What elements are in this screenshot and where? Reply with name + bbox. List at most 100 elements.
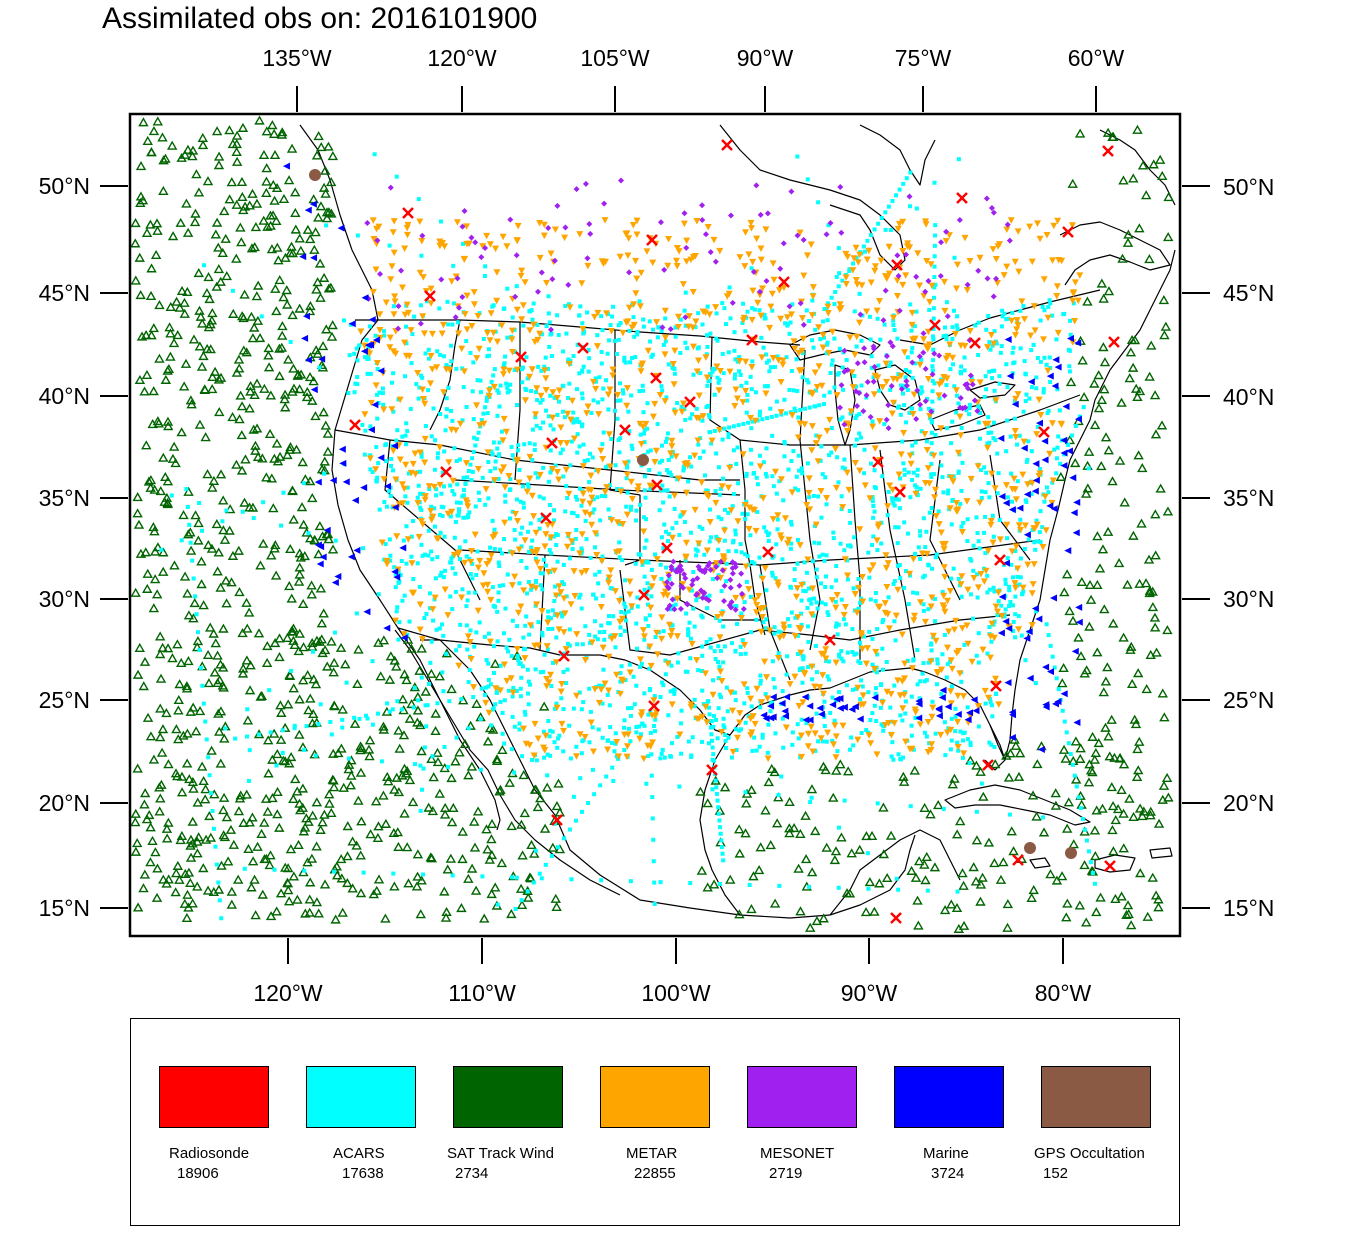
acars-marker	[429, 434, 434, 439]
sat-track-wind-marker	[719, 782, 731, 792]
acars-marker	[523, 623, 528, 628]
sat-track-wind-marker	[294, 384, 305, 394]
acars-marker	[418, 303, 423, 308]
acars-marker	[665, 468, 670, 473]
sat-track-wind-marker	[317, 817, 328, 827]
sat-track-wind-marker	[218, 682, 229, 692]
sat-track-wind-marker	[218, 525, 229, 535]
sat-track-wind-marker	[760, 805, 771, 815]
sat-track-wind-marker	[393, 841, 404, 852]
acars-marker	[637, 299, 642, 304]
metar-marker	[916, 361, 924, 369]
sat-track-wind-marker	[302, 224, 314, 234]
metar-marker	[987, 517, 995, 525]
acars-marker	[340, 717, 345, 722]
acars-marker	[976, 320, 981, 325]
metar-marker	[405, 309, 413, 317]
sat-track-wind-marker	[1117, 253, 1128, 263]
sat-track-wind-marker	[1118, 808, 1129, 818]
acars-marker	[926, 563, 931, 568]
acars-marker	[675, 734, 680, 739]
acars-marker	[525, 667, 530, 672]
acars-marker	[879, 541, 884, 546]
sat-track-wind-marker	[163, 759, 174, 769]
acars-marker	[492, 546, 497, 551]
acars-marker	[772, 685, 777, 690]
metar-marker	[812, 440, 820, 447]
sat-track-wind-marker	[304, 894, 315, 904]
metar-marker	[815, 434, 823, 441]
acars-marker	[481, 411, 486, 416]
sat-track-wind-marker	[246, 882, 257, 892]
metar-marker	[715, 387, 723, 394]
metar-marker	[389, 447, 397, 455]
sat-track-wind-marker	[215, 469, 227, 479]
acars-marker	[280, 750, 285, 755]
acars-marker	[847, 509, 852, 514]
sat-track-wind-marker	[130, 808, 141, 818]
acars-marker	[774, 491, 779, 496]
metar-marker	[673, 263, 681, 270]
acars-marker	[529, 388, 534, 393]
acars-marker	[942, 720, 947, 725]
sat-track-wind-marker	[836, 832, 847, 842]
acars-marker	[628, 713, 633, 718]
acars-marker	[871, 534, 876, 539]
acars-marker	[1009, 471, 1014, 476]
acars-marker	[782, 397, 787, 402]
acars-marker	[292, 726, 297, 731]
acars-marker	[1046, 490, 1051, 495]
sat-track-wind-marker	[221, 271, 233, 281]
acars-marker	[927, 510, 932, 515]
metar-marker	[693, 715, 701, 723]
sat-track-wind-marker	[416, 746, 427, 756]
acars-marker	[945, 491, 950, 496]
sat-track-wind-marker	[949, 773, 960, 783]
metar-marker	[361, 411, 369, 418]
acars-marker	[449, 556, 454, 561]
acars-marker	[796, 453, 801, 458]
metar-marker	[801, 671, 809, 678]
acars-marker	[1066, 741, 1071, 746]
sat-track-wind-marker	[157, 132, 168, 142]
sat-track-wind-marker	[829, 854, 841, 865]
metar-marker	[833, 392, 841, 399]
acars-marker	[593, 376, 598, 381]
sat-track-wind-marker	[290, 207, 301, 217]
acars-marker	[519, 544, 524, 549]
sat-track-wind-marker	[197, 132, 209, 143]
acars-marker	[918, 407, 923, 412]
acars-marker	[372, 152, 377, 157]
sat-track-wind-marker	[529, 848, 540, 858]
sat-track-wind-marker	[231, 139, 242, 149]
sat-track-wind-marker	[279, 389, 291, 399]
sat-track-wind-marker	[305, 533, 316, 543]
acars-marker	[658, 756, 663, 761]
metar-marker	[531, 720, 539, 728]
sat-track-wind-marker	[265, 210, 276, 220]
metar-marker	[605, 574, 613, 582]
sat-track-wind-marker	[181, 758, 193, 768]
acars-marker	[1023, 399, 1028, 404]
acars-marker	[825, 318, 830, 323]
metar-marker	[419, 274, 427, 281]
acars-marker	[520, 664, 525, 669]
sat-track-wind-marker	[255, 560, 266, 570]
acars-marker	[800, 666, 805, 671]
metar-marker	[777, 476, 785, 483]
sat-track-wind-marker	[235, 790, 246, 800]
metar-marker	[873, 537, 881, 544]
acars-marker	[672, 407, 677, 412]
acars-marker	[1015, 574, 1020, 579]
metar-marker	[1036, 235, 1044, 243]
acars-marker	[799, 598, 804, 603]
acars-marker	[453, 589, 458, 594]
acars-marker	[1068, 332, 1073, 337]
acars-marker	[553, 463, 558, 468]
sat-track-wind-marker	[1031, 811, 1042, 821]
acars-marker	[950, 497, 955, 502]
metar-marker	[466, 639, 474, 646]
sat-track-wind-marker	[175, 835, 186, 845]
acars-marker	[719, 517, 724, 522]
acars-marker	[642, 474, 647, 479]
